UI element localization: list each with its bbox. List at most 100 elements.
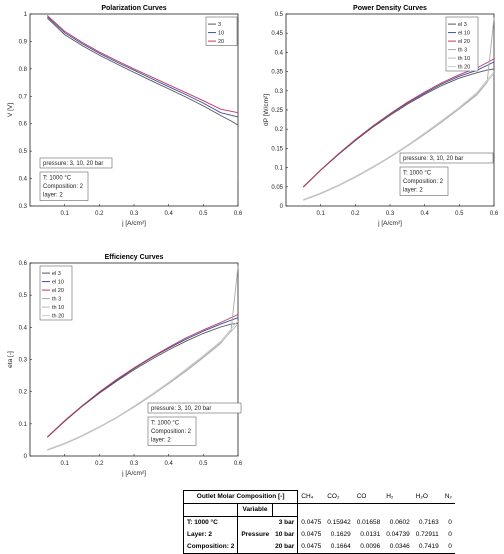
series-line	[302, 58, 495, 188]
annotation-text: layer: 2	[151, 438, 171, 444]
y-tick-label: 0.45	[271, 31, 283, 37]
x-tick-label: 0.5	[199, 461, 208, 467]
table-cell: 0.7163	[418, 518, 439, 526]
series-line	[46, 314, 239, 438]
row-label: T: 1000 °C	[182, 516, 238, 529]
x-tick-label: 0.3	[130, 211, 139, 217]
annotation-text: pressure: 3, 10, 20 bar	[403, 156, 463, 162]
legend-label: el 20	[458, 39, 470, 45]
table-cell: 0.01658	[356, 518, 381, 526]
table-cell: 0	[448, 531, 452, 538]
y-tick-label: 0.5	[19, 149, 28, 155]
pressure-value: 10 bar	[272, 529, 299, 541]
legend-box	[445, 16, 479, 72]
x-tick-label: 0.2	[351, 211, 360, 217]
table-row: Layer: 2 Pressure 10 bar 0.0475 0.1629 0…	[182, 529, 455, 541]
annotation-text: layer: 2	[43, 193, 63, 199]
col-header: CO₂	[327, 492, 340, 500]
col-header: H₂	[386, 492, 394, 500]
y-axis-label: dP [W/cm²]	[263, 94, 270, 126]
legend-label: el 3	[52, 271, 61, 277]
table-cell: 0	[448, 518, 452, 526]
annotation-box	[147, 416, 197, 446]
figure: Polarization Curves 0.1 0.2 0.3 0.4 0.5 0.6 0.3…	[7, 5, 499, 477]
chart-title: Power Density Curves	[353, 5, 427, 12]
x-tick-label: 0.6	[234, 211, 243, 217]
legend-label: el 10	[52, 280, 64, 286]
table-cell: 0.0346	[383, 541, 413, 554]
y-tick-label: 0.05	[271, 185, 283, 191]
annotation-box	[399, 152, 494, 164]
legend-label: th 20	[458, 65, 470, 71]
x-tick-label: 0.6	[490, 211, 499, 217]
y-tick-label: 0.8	[19, 67, 28, 73]
legend-box	[39, 265, 73, 321]
x-tick-label: 0.6	[234, 461, 243, 467]
x-tick-label: 0.1	[60, 211, 69, 217]
x-tick-label: 0.3	[130, 461, 139, 467]
legend-box	[205, 16, 238, 46]
series-line	[46, 16, 239, 118]
y-tick-label: 0.15	[271, 146, 283, 152]
legend-label: 3	[218, 22, 221, 28]
annotation-text: pressure: 3, 10, 20 bar	[43, 161, 103, 167]
table-row: Composition: 2 20 bar 0.0475 0.1664 0.00…	[182, 541, 455, 554]
series-line	[46, 17, 239, 182]
table-cell: 0.04739	[386, 531, 410, 538]
legend-label: th 10	[52, 305, 64, 311]
series-line	[47, 320, 239, 451]
y-tick-label: 0.2	[19, 390, 28, 396]
annotation-text: Composition: 2	[43, 184, 84, 190]
col-header: CH₄	[301, 492, 314, 500]
y-tick-label: 0.3	[275, 89, 284, 95]
x-axis-label: j [A/cm²]	[121, 220, 146, 227]
legend-label: el 3	[458, 22, 467, 28]
legend-label: el 10	[458, 31, 470, 37]
chart-title: Efficiency Curves	[105, 254, 164, 261]
pressure-value: 3 bar	[272, 516, 299, 529]
annotation-text: Composition: 2	[151, 429, 192, 435]
y-tick-label: 0.3	[19, 204, 28, 210]
table-cell: 0.0096	[353, 541, 384, 554]
legend-label: th 10	[458, 56, 470, 62]
pressure-value: 20 bar	[272, 541, 299, 554]
y-tick-label: 0.5	[19, 293, 28, 299]
y-tick-label: 0.3	[19, 358, 28, 364]
y-tick-label: 0.4	[19, 177, 28, 183]
series-line	[46, 15, 239, 114]
col-header: H₂O	[415, 492, 428, 500]
annotation-box	[399, 166, 449, 196]
y-tick-label: 0.25	[271, 108, 283, 114]
table-cell: 0.1664	[324, 541, 354, 554]
pressure-label: Pressure	[237, 529, 273, 541]
table-cell: 0.7419	[412, 541, 442, 554]
x-tick-label: 0.4	[164, 211, 173, 217]
y-tick-label: 0.7	[19, 94, 28, 100]
legend-label: 20	[218, 39, 224, 45]
x-tick-label: 0.5	[199, 211, 208, 217]
x-tick-label: 0.2	[95, 211, 104, 217]
y-tick-label: 0.1	[275, 166, 284, 172]
y-axis-label: V [V]	[7, 103, 14, 117]
table-cell: 0.0131	[360, 531, 381, 538]
table-cell: 0.0475	[301, 531, 322, 538]
table-title: Outlet Molar Composition [-]	[182, 490, 299, 504]
y-tick-label: 0.2	[275, 127, 284, 133]
legend-label: th 20	[52, 314, 64, 320]
table-cell: 0	[441, 541, 455, 554]
outlet-composition-table: Outlet Molar Composition [-] CH₄ CO₂ CO …	[182, 490, 455, 554]
legend-label: th 3	[458, 48, 467, 54]
table-cell: 0.1629	[330, 531, 351, 538]
y-tick-label: 0.5	[275, 12, 284, 18]
table-cell: 0.0475	[301, 518, 322, 526]
annotation-box	[39, 157, 113, 169]
y-tick-label: 0.6	[19, 261, 28, 267]
y-tick-label: 0	[24, 454, 28, 460]
table-cell: 0.0602	[389, 518, 410, 526]
y-tick-label: 0.4	[275, 50, 284, 56]
annotation-text: Composition: 2	[403, 179, 444, 185]
annotation-text: T: 1000 °C	[151, 421, 180, 427]
x-axis-label: j [A/cm²]	[377, 220, 402, 227]
annotation-text: pressure: 3, 10, 20 bar	[151, 406, 211, 412]
y-tick-label: 0.35	[271, 70, 283, 76]
